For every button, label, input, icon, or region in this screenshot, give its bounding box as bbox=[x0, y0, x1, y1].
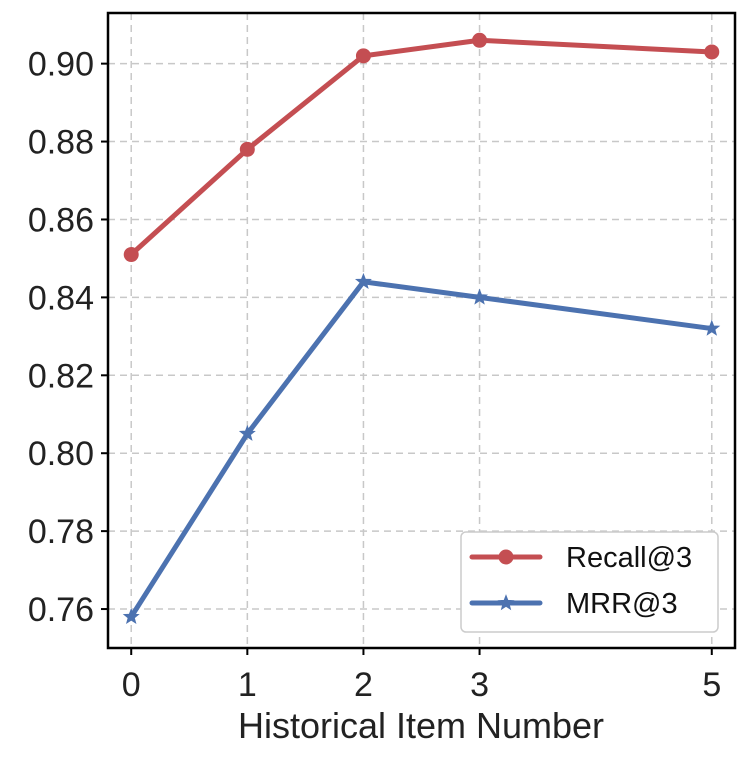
data-point-recall-3 bbox=[704, 44, 720, 60]
y-tick-label: 0.78 bbox=[28, 513, 94, 551]
data-point-recall-3 bbox=[472, 32, 488, 48]
data-point-mrr-3 bbox=[238, 424, 256, 441]
series-recall-3 bbox=[123, 32, 720, 263]
data-point-recall-3 bbox=[123, 247, 139, 263]
y-tick-label: 0.86 bbox=[28, 201, 94, 239]
x-tick-label: 0 bbox=[122, 666, 141, 704]
x-tick-label: 5 bbox=[702, 666, 721, 704]
legend-marker-recall-3 bbox=[498, 549, 514, 565]
y-tick-label: 0.80 bbox=[28, 435, 94, 473]
y-tick-label: 0.88 bbox=[28, 124, 94, 162]
data-point-mrr-3 bbox=[703, 319, 721, 336]
legend: Recall@3 MRR@3 bbox=[460, 531, 719, 633]
x-tick-label: 2 bbox=[354, 666, 373, 704]
x-axis-title: Historical Item Number bbox=[238, 705, 604, 746]
data-point-mrr-3 bbox=[471, 288, 489, 305]
y-axis-ticks: 0.76 0.78 0.80 0.82 0.84 0.86 0.88 0.90 bbox=[28, 46, 108, 629]
x-axis-ticks: 0 1 2 3 5 bbox=[122, 648, 721, 704]
legend-label-recall-3: Recall@3 bbox=[566, 542, 692, 574]
y-tick-label: 0.76 bbox=[28, 591, 94, 629]
legend-marker-mrr-3 bbox=[497, 594, 515, 611]
data-point-mrr-3 bbox=[122, 607, 140, 625]
y-tick-label: 0.82 bbox=[28, 357, 94, 395]
x-tick-label: 1 bbox=[238, 666, 257, 704]
y-tick-label: 0.90 bbox=[28, 46, 94, 84]
plot-frame bbox=[106, 11, 737, 650]
data-point-recall-3 bbox=[239, 141, 255, 157]
data-point-recall-3 bbox=[355, 48, 371, 64]
data-point-mrr-3 bbox=[354, 272, 372, 290]
legend-label-mrr-3: MRR@3 bbox=[566, 588, 678, 620]
series-mrr-3 bbox=[122, 272, 721, 625]
y-tick-label: 0.84 bbox=[28, 279, 94, 317]
x-tick-label: 3 bbox=[470, 666, 489, 704]
series-layer bbox=[122, 32, 721, 625]
